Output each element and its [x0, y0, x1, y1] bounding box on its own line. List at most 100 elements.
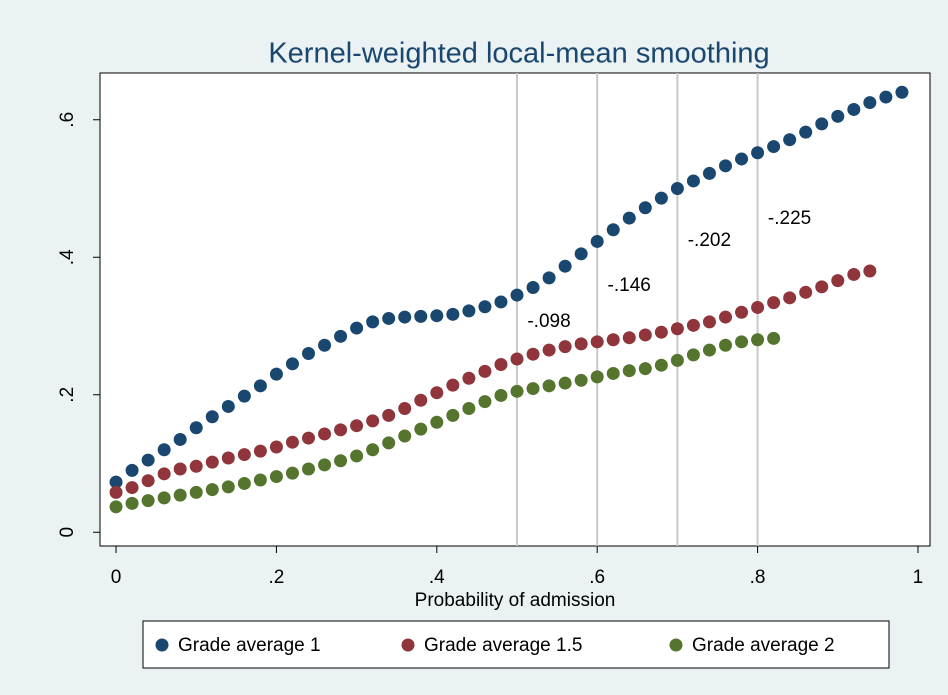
point [767, 140, 781, 154]
point [686, 348, 700, 362]
point [141, 494, 155, 508]
point [831, 274, 845, 288]
point [606, 333, 620, 347]
x-tick-label: .8 [750, 567, 766, 588]
point [510, 288, 524, 302]
point [719, 338, 733, 352]
point [157, 443, 171, 457]
point [719, 159, 733, 173]
point [269, 367, 283, 381]
point [638, 362, 652, 376]
point [751, 146, 765, 160]
point [574, 247, 588, 261]
point [654, 358, 668, 372]
y-tick-label: .6 [57, 112, 78, 128]
point [510, 352, 524, 366]
point [382, 408, 396, 422]
point [494, 388, 508, 402]
x-tick-label: .2 [268, 567, 284, 588]
point [590, 335, 604, 349]
point [494, 358, 508, 371]
point [125, 463, 139, 477]
point [334, 423, 348, 437]
point [526, 347, 540, 361]
point [638, 328, 652, 342]
point [462, 371, 476, 385]
point [446, 378, 460, 392]
point [767, 331, 781, 345]
point [719, 310, 733, 324]
point [205, 455, 219, 469]
point [173, 462, 187, 476]
point [783, 291, 797, 305]
y-tick-label: .2 [57, 387, 78, 403]
point [767, 296, 781, 310]
point [285, 435, 299, 449]
point [478, 395, 492, 409]
reference-label: -.202 [688, 230, 731, 251]
point [253, 473, 267, 487]
point [510, 384, 524, 398]
point [205, 483, 219, 497]
point [237, 448, 251, 462]
point [702, 315, 716, 329]
point [751, 333, 765, 347]
point [382, 436, 396, 450]
point [622, 364, 636, 378]
point [302, 431, 316, 445]
point [334, 329, 348, 343]
point [430, 386, 444, 400]
point [302, 347, 316, 360]
point [269, 470, 283, 484]
point [109, 500, 123, 514]
point [558, 259, 572, 273]
point [253, 379, 267, 393]
point [783, 133, 797, 147]
point [686, 174, 700, 188]
point [815, 280, 829, 294]
point [398, 310, 412, 324]
point [622, 211, 636, 225]
point [638, 201, 652, 215]
point [526, 281, 540, 294]
point [735, 305, 749, 319]
point [847, 102, 861, 116]
point [751, 300, 765, 314]
point [366, 414, 380, 428]
point [815, 117, 829, 131]
reference-label: -.146 [608, 275, 651, 296]
point [221, 451, 235, 465]
point [558, 340, 572, 354]
point [414, 309, 428, 323]
point [205, 410, 219, 424]
point [478, 364, 492, 378]
point [430, 415, 444, 429]
point [462, 402, 476, 415]
point [366, 315, 380, 329]
point [109, 475, 123, 489]
point [382, 311, 396, 325]
point [285, 357, 299, 371]
point [189, 459, 203, 473]
point [189, 421, 203, 435]
point [542, 271, 556, 285]
point [414, 422, 428, 436]
legend-marker [401, 638, 415, 652]
point [606, 223, 620, 237]
point [125, 481, 139, 495]
point [494, 295, 508, 309]
reference-label: -.225 [768, 208, 811, 229]
point [350, 449, 364, 463]
point [895, 85, 909, 99]
legend-marker [155, 638, 169, 652]
point [478, 300, 492, 314]
point [702, 166, 716, 180]
point [398, 402, 412, 415]
point [318, 427, 332, 441]
point [430, 309, 444, 323]
reference-label: -.098 [527, 311, 570, 332]
y-tick-label: 0 [57, 527, 78, 538]
point [606, 366, 620, 380]
